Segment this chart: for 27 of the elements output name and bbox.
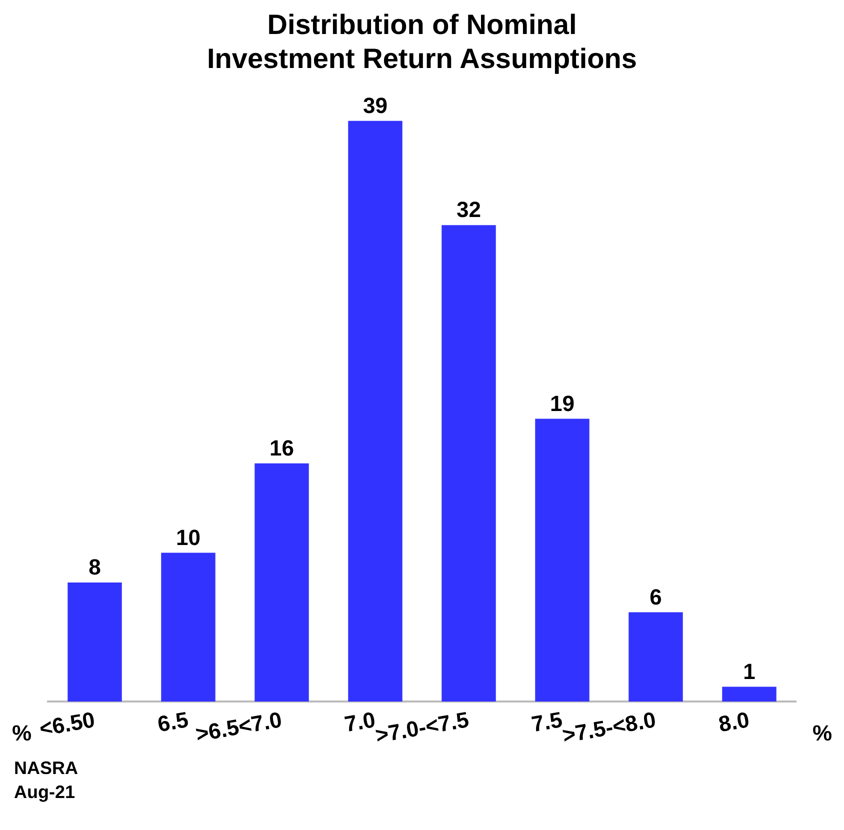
data-label: 39 [363, 92, 388, 118]
text: Aug-21 [14, 781, 76, 804]
x-tick-label: >7.5-<8.0 [560, 706, 658, 748]
bar [628, 612, 683, 702]
bar [442, 225, 496, 702]
bar [161, 552, 216, 702]
x-tick-label: >7.0-<7.5 [374, 706, 471, 748]
text: % [12, 720, 32, 746]
data-label: 1 [743, 658, 756, 684]
x-tick-label: <6.50 [38, 706, 97, 742]
bar [535, 418, 590, 702]
x-tick-label: >6.5<7.0 [194, 706, 284, 747]
x-tick-label: 8.0 [716, 706, 752, 737]
text: % [812, 720, 832, 746]
data-label: 16 [270, 435, 294, 460]
data-label: 10 [176, 524, 200, 550]
chart-title: Distribution of Nominal Investment Return Assumptions [206, 8, 638, 76]
data-label: 8 [88, 554, 101, 580]
bar [722, 686, 776, 702]
x-tick-label: 6.5 [156, 706, 190, 737]
bar [254, 463, 309, 702]
data-label: 19 [550, 390, 574, 416]
bar [348, 120, 402, 702]
data-label: 6 [650, 584, 662, 610]
bar [68, 582, 122, 702]
data-label: 32 [456, 197, 481, 222]
text: NASRA [14, 757, 80, 780]
